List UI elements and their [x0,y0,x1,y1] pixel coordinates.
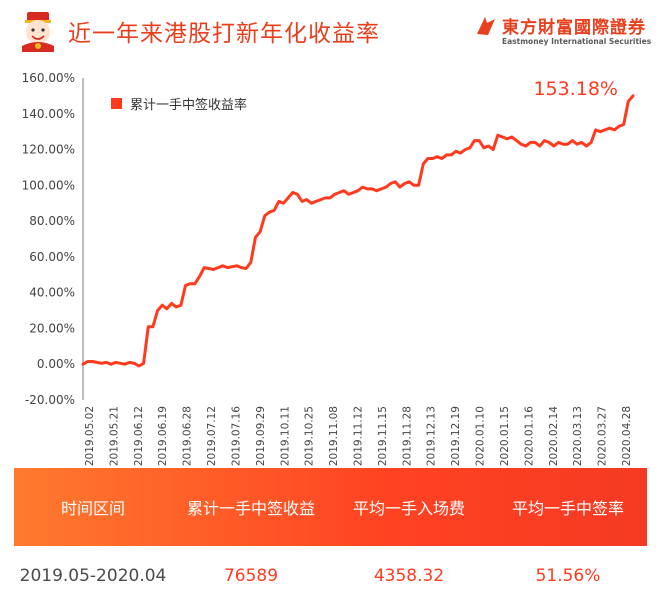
value-cell-entry-fee: 4358.32 [373,566,445,586]
x-tick-label: 2019.10.25 [304,406,316,466]
y-tick-label: -20.00% [25,393,75,407]
value-cell-cumulative-profit: 76589 [223,566,279,586]
value-cell-period: 2019.05-2020.04 [19,566,167,586]
page-title: 近一年来港股打新年化收益率 [68,21,380,47]
line-chart: -20.00% 0.00% 20.00% 40.00% 60.00% 80.00% 100.… [22,71,635,466]
x-tick-label: 2019.11.12 [353,406,365,466]
x-tick-label: 2020.02.14 [548,406,560,466]
x-tick-label: 2019.05.21 [108,406,120,466]
table-header: 时间区间 累计一手中签收益 平均一手入场费 平均一手中签率 [14,468,647,546]
x-tick-label: 2020.01.15 [499,406,511,466]
summary-table: 时间区间 累计一手中签收益 平均一手入场费 平均一手中签率 2019.05-20… [14,468,647,602]
x-tick-label: 2019.07.12 [206,406,218,466]
legend: 累计一手中签收益率 [111,97,247,113]
end-value-annotation: 153.18% [533,78,618,100]
x-tick-label: 2019.07.16 [230,406,242,466]
x-tick-label: 2019.06.19 [157,406,169,466]
x-tick-label: 2019.09.29 [255,406,267,466]
header-cell-entry-fee: 平均一手入场费 [352,499,465,518]
x-tick-label: 2019.11.28 [401,406,413,466]
brand-name-en: Eastmoney International Securities [502,37,652,46]
x-tick-label: 2020.04.28 [621,406,633,466]
y-tick-label: 0.00% [37,357,75,371]
y-tick-label: 20.00% [29,321,75,335]
legend-swatch [111,98,122,109]
x-tick-label: 2019.05.02 [84,406,96,466]
x-tick-label: 2020.01.16 [523,406,535,466]
mascot-icon [22,12,54,52]
x-tick-label: 2019.11.08 [328,406,340,466]
y-tick-label: 160.00% [22,71,75,85]
x-tick-label: 2019.10.11 [279,406,291,466]
x-tick-label: 2020.03.13 [572,406,584,466]
header-cell-win-rate: 平均一手中签率 [511,499,624,518]
y-tick-label: 100.00% [22,178,75,192]
x-tick-label: 2019.06.28 [182,406,194,466]
y-tick-label: 40.00% [29,286,75,300]
brand-logo-area: 東方財富國際證券 Eastmoney International Securit… [474,12,654,52]
header-cell-period: 时间区间 [60,499,125,518]
y-tick-label: 60.00% [29,250,75,264]
brand-name-cn: 東方財富國際證券 [502,18,646,38]
y-tick-label: 120.00% [22,143,75,157]
x-tick-label: 2020.03.27 [597,406,609,466]
x-tick-label: 2019.12.13 [426,406,438,466]
x-tick-label: 2019.12.19 [450,406,462,466]
header-cell-cumulative-profit: 累计一手中签收益 [186,499,315,518]
series [81,94,635,368]
brand-logo-icon [477,17,495,35]
value-cell-win-rate: 51.56% [535,566,601,586]
y-tick-label: 80.00% [29,214,75,228]
x-axis: 2019.05.02 2019.05.21 2019.06.12 2019.06.19… [84,406,633,466]
header: 近一年来港股打新年化收益率 東方財富國際證券 Eastmoney Interna… [0,0,661,58]
y-tick-label: 140.00% [22,107,75,121]
series-line [81,94,635,368]
x-tick-label: 2020.01.10 [475,406,487,466]
x-tick-label: 2019.11.15 [377,406,389,466]
y-axis: -20.00% 0.00% 20.00% 40.00% 60.00% 80.00% 100.… [22,71,75,407]
x-tick-label: 2019.06.12 [133,406,145,466]
legend-label: 累计一手中签收益率 [130,97,247,113]
